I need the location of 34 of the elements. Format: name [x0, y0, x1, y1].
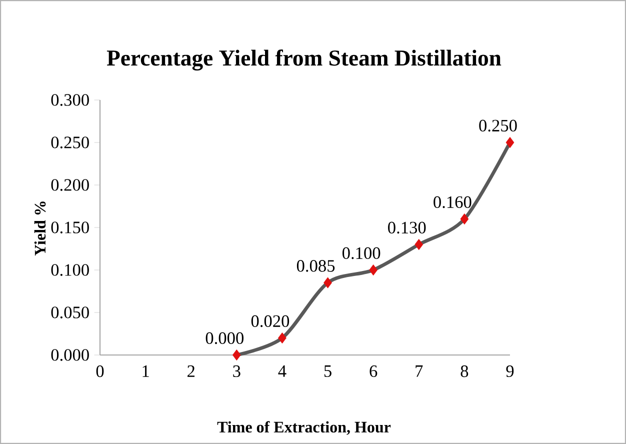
x-tick-label: 7 [416, 365, 423, 377]
y-tick-label: 0.100 [51, 264, 89, 276]
y-tick-label: 0.300 [51, 94, 89, 106]
y-tick-label: 0.050 [51, 306, 89, 318]
y-tick-label: 0.200 [51, 179, 89, 191]
data-label: 0.130 [388, 222, 426, 234]
x-tick-label: 2 [188, 365, 194, 377]
data-label: 0.020 [251, 315, 290, 328]
x-tick-label: 9 [506, 365, 514, 378]
data-label: 0.000 [206, 332, 244, 344]
data-label: 0.160 [434, 196, 472, 208]
x-tick-label: 0 [96, 365, 104, 378]
chart-title: Percentage Yield from Steam Distillation [106, 50, 502, 70]
y-tick-label: 0.150 [51, 222, 89, 234]
data-label: 0.100 [342, 247, 380, 260]
point [506, 136, 514, 148]
y-tick-label: 0.000 [51, 349, 89, 361]
point [278, 332, 286, 344]
x-axis-title: Time of Extraction, Hour [217, 421, 391, 435]
x-tick-label: 1 [142, 365, 149, 377]
point [324, 277, 332, 288]
x-tick-label: 3 [233, 365, 240, 378]
x-tick-label: 8 [460, 365, 468, 378]
point [414, 238, 424, 250]
data-label: 0.085 [296, 260, 335, 272]
point [460, 213, 469, 225]
point [232, 349, 241, 361]
y-axis-title: Yield % [34, 202, 46, 256]
data-label: 0.250 [479, 120, 517, 132]
y-tick-label: 0.250 [51, 136, 89, 148]
x-tick-label: 4 [278, 365, 286, 377]
point [369, 264, 378, 276]
x-tick-label: 6 [370, 365, 378, 378]
x-tick-label: 5 [324, 365, 332, 377]
